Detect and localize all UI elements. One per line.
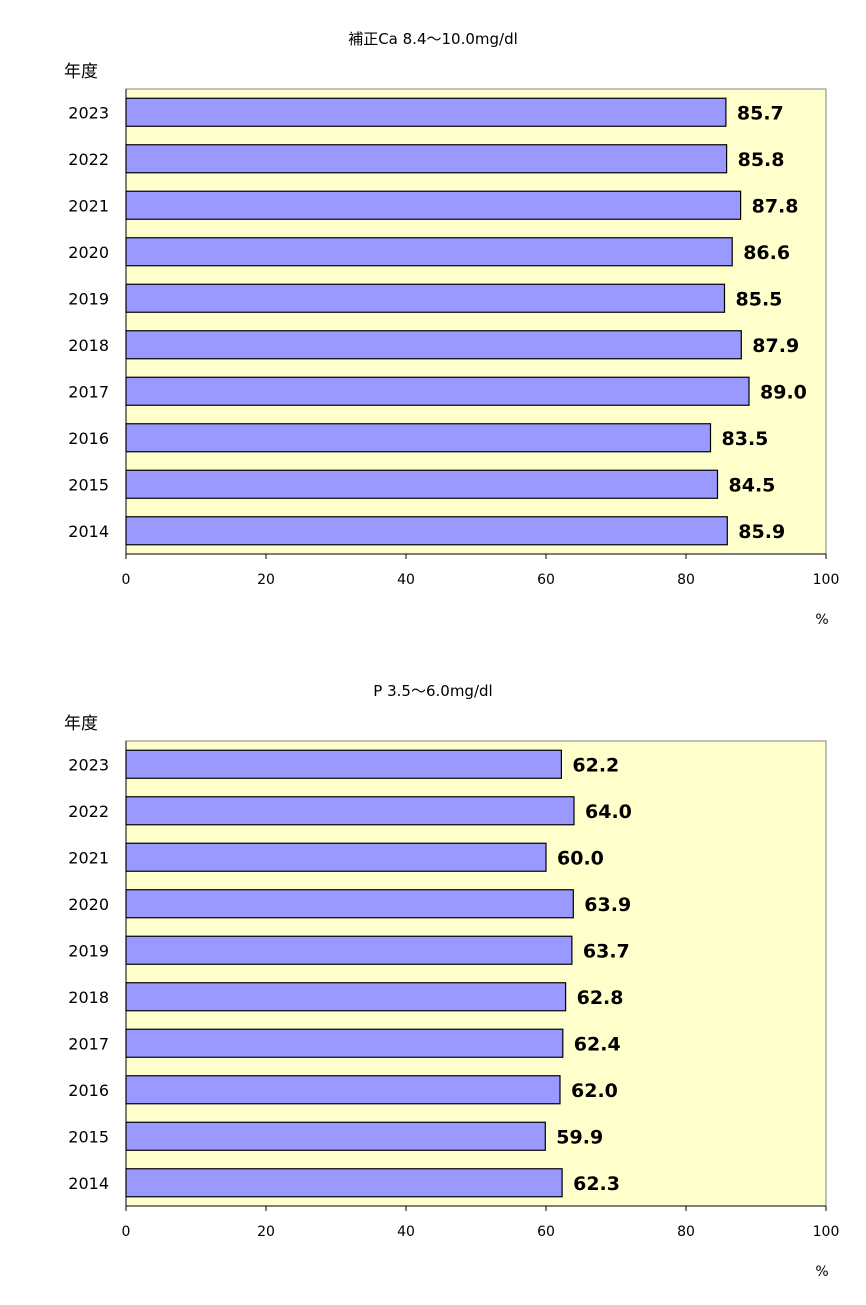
value-label: 83.5 — [722, 428, 769, 450]
bar — [125, 982, 567, 1012]
bar — [125, 376, 750, 406]
value-label: 63.9 — [584, 894, 631, 916]
category-label: 2022 — [68, 802, 109, 821]
tick-label: 20 — [257, 572, 275, 588]
phosphorus-chart: P 3.5〜6.0mg/dl 年度 0 20 40 60 80 100 % 2023 62.… — [64, 682, 840, 1280]
bar — [125, 1028, 564, 1058]
bar — [125, 283, 726, 313]
chart-title: P 3.5〜6.0mg/dl — [373, 682, 492, 700]
value-label: 85.8 — [738, 149, 785, 171]
category-label: 2019 — [68, 941, 109, 960]
y-axis-heading: 年度 — [64, 62, 98, 82]
category-label: 2022 — [68, 150, 109, 169]
value-label: 85.5 — [736, 288, 783, 310]
category-label: 2023 — [68, 103, 109, 122]
tick-label: 0 — [122, 1224, 131, 1240]
bar — [125, 423, 712, 453]
tick-label: 80 — [677, 1224, 695, 1240]
bar — [125, 144, 728, 174]
tick-label: 0 — [122, 572, 131, 588]
category-label: 2017 — [68, 382, 109, 401]
value-label: 60.0 — [557, 847, 604, 869]
category-label: 2016 — [68, 1081, 109, 1100]
bar — [125, 516, 728, 546]
value-label: 64.0 — [585, 801, 632, 823]
value-label: 84.5 — [729, 474, 776, 496]
x-tick-group: 0 20 40 60 80 100 — [122, 554, 840, 588]
bar-group — [125, 97, 750, 546]
value-label: 62.2 — [572, 754, 619, 776]
value-label: 85.7 — [737, 102, 784, 124]
category-label: 2018 — [68, 336, 109, 355]
category-label: 2017 — [68, 1034, 109, 1053]
bar-group — [125, 749, 575, 1198]
bar — [125, 190, 742, 220]
tick-label: 80 — [677, 572, 695, 588]
value-label: 86.6 — [743, 242, 790, 264]
value-label: 62.8 — [577, 987, 624, 1009]
category-label: 2021 — [68, 848, 109, 867]
chart-title: 補正Ca 8.4〜10.0mg/dl — [348, 30, 518, 48]
value-label: 87.9 — [752, 335, 799, 357]
bar — [125, 749, 562, 779]
category-label: 2015 — [68, 475, 109, 494]
bar — [125, 935, 573, 965]
category-label: 2014 — [68, 1174, 109, 1193]
category-label: 2023 — [68, 755, 109, 774]
bar — [125, 330, 742, 360]
category-label: 2018 — [68, 988, 109, 1007]
value-label: 87.8 — [752, 195, 799, 217]
tick-label: 40 — [397, 572, 415, 588]
category-label: 2019 — [68, 289, 109, 308]
category-label: 2016 — [68, 429, 109, 448]
bar — [125, 796, 575, 826]
bar — [125, 237, 733, 267]
category-label: 2014 — [68, 522, 109, 541]
bar — [125, 97, 727, 127]
tick-label: 100 — [813, 1224, 840, 1240]
x-tick-group: 0 20 40 60 80 100 — [122, 1206, 840, 1240]
bar — [125, 1168, 563, 1198]
x-axis-unit: % — [815, 1264, 828, 1280]
x-axis-unit: % — [815, 612, 828, 628]
tick-label: 100 — [813, 572, 840, 588]
value-label: 59.9 — [556, 1126, 603, 1148]
value-label: 62.0 — [571, 1080, 618, 1102]
calcium-chart: 補正Ca 8.4〜10.0mg/dl 年度 0 20 40 60 80 100 % 202… — [64, 30, 840, 628]
tick-label: 20 — [257, 1224, 275, 1240]
tick-label: 40 — [397, 1224, 415, 1240]
category-label: 2020 — [68, 243, 109, 262]
value-label: 62.3 — [573, 1173, 620, 1195]
category-label: 2021 — [68, 196, 109, 215]
bar — [125, 889, 574, 919]
bar — [125, 1075, 561, 1105]
bar — [125, 469, 719, 499]
value-label: 85.9 — [738, 521, 785, 543]
category-label: 2020 — [68, 895, 109, 914]
value-label: 62.4 — [574, 1033, 621, 1055]
bar — [125, 1121, 546, 1151]
tick-label: 60 — [537, 1224, 555, 1240]
bar — [125, 842, 547, 872]
value-label: 63.7 — [583, 940, 630, 962]
y-axis-heading: 年度 — [64, 714, 98, 734]
category-label: 2015 — [68, 1127, 109, 1146]
value-label: 89.0 — [760, 381, 807, 403]
tick-label: 60 — [537, 572, 555, 588]
